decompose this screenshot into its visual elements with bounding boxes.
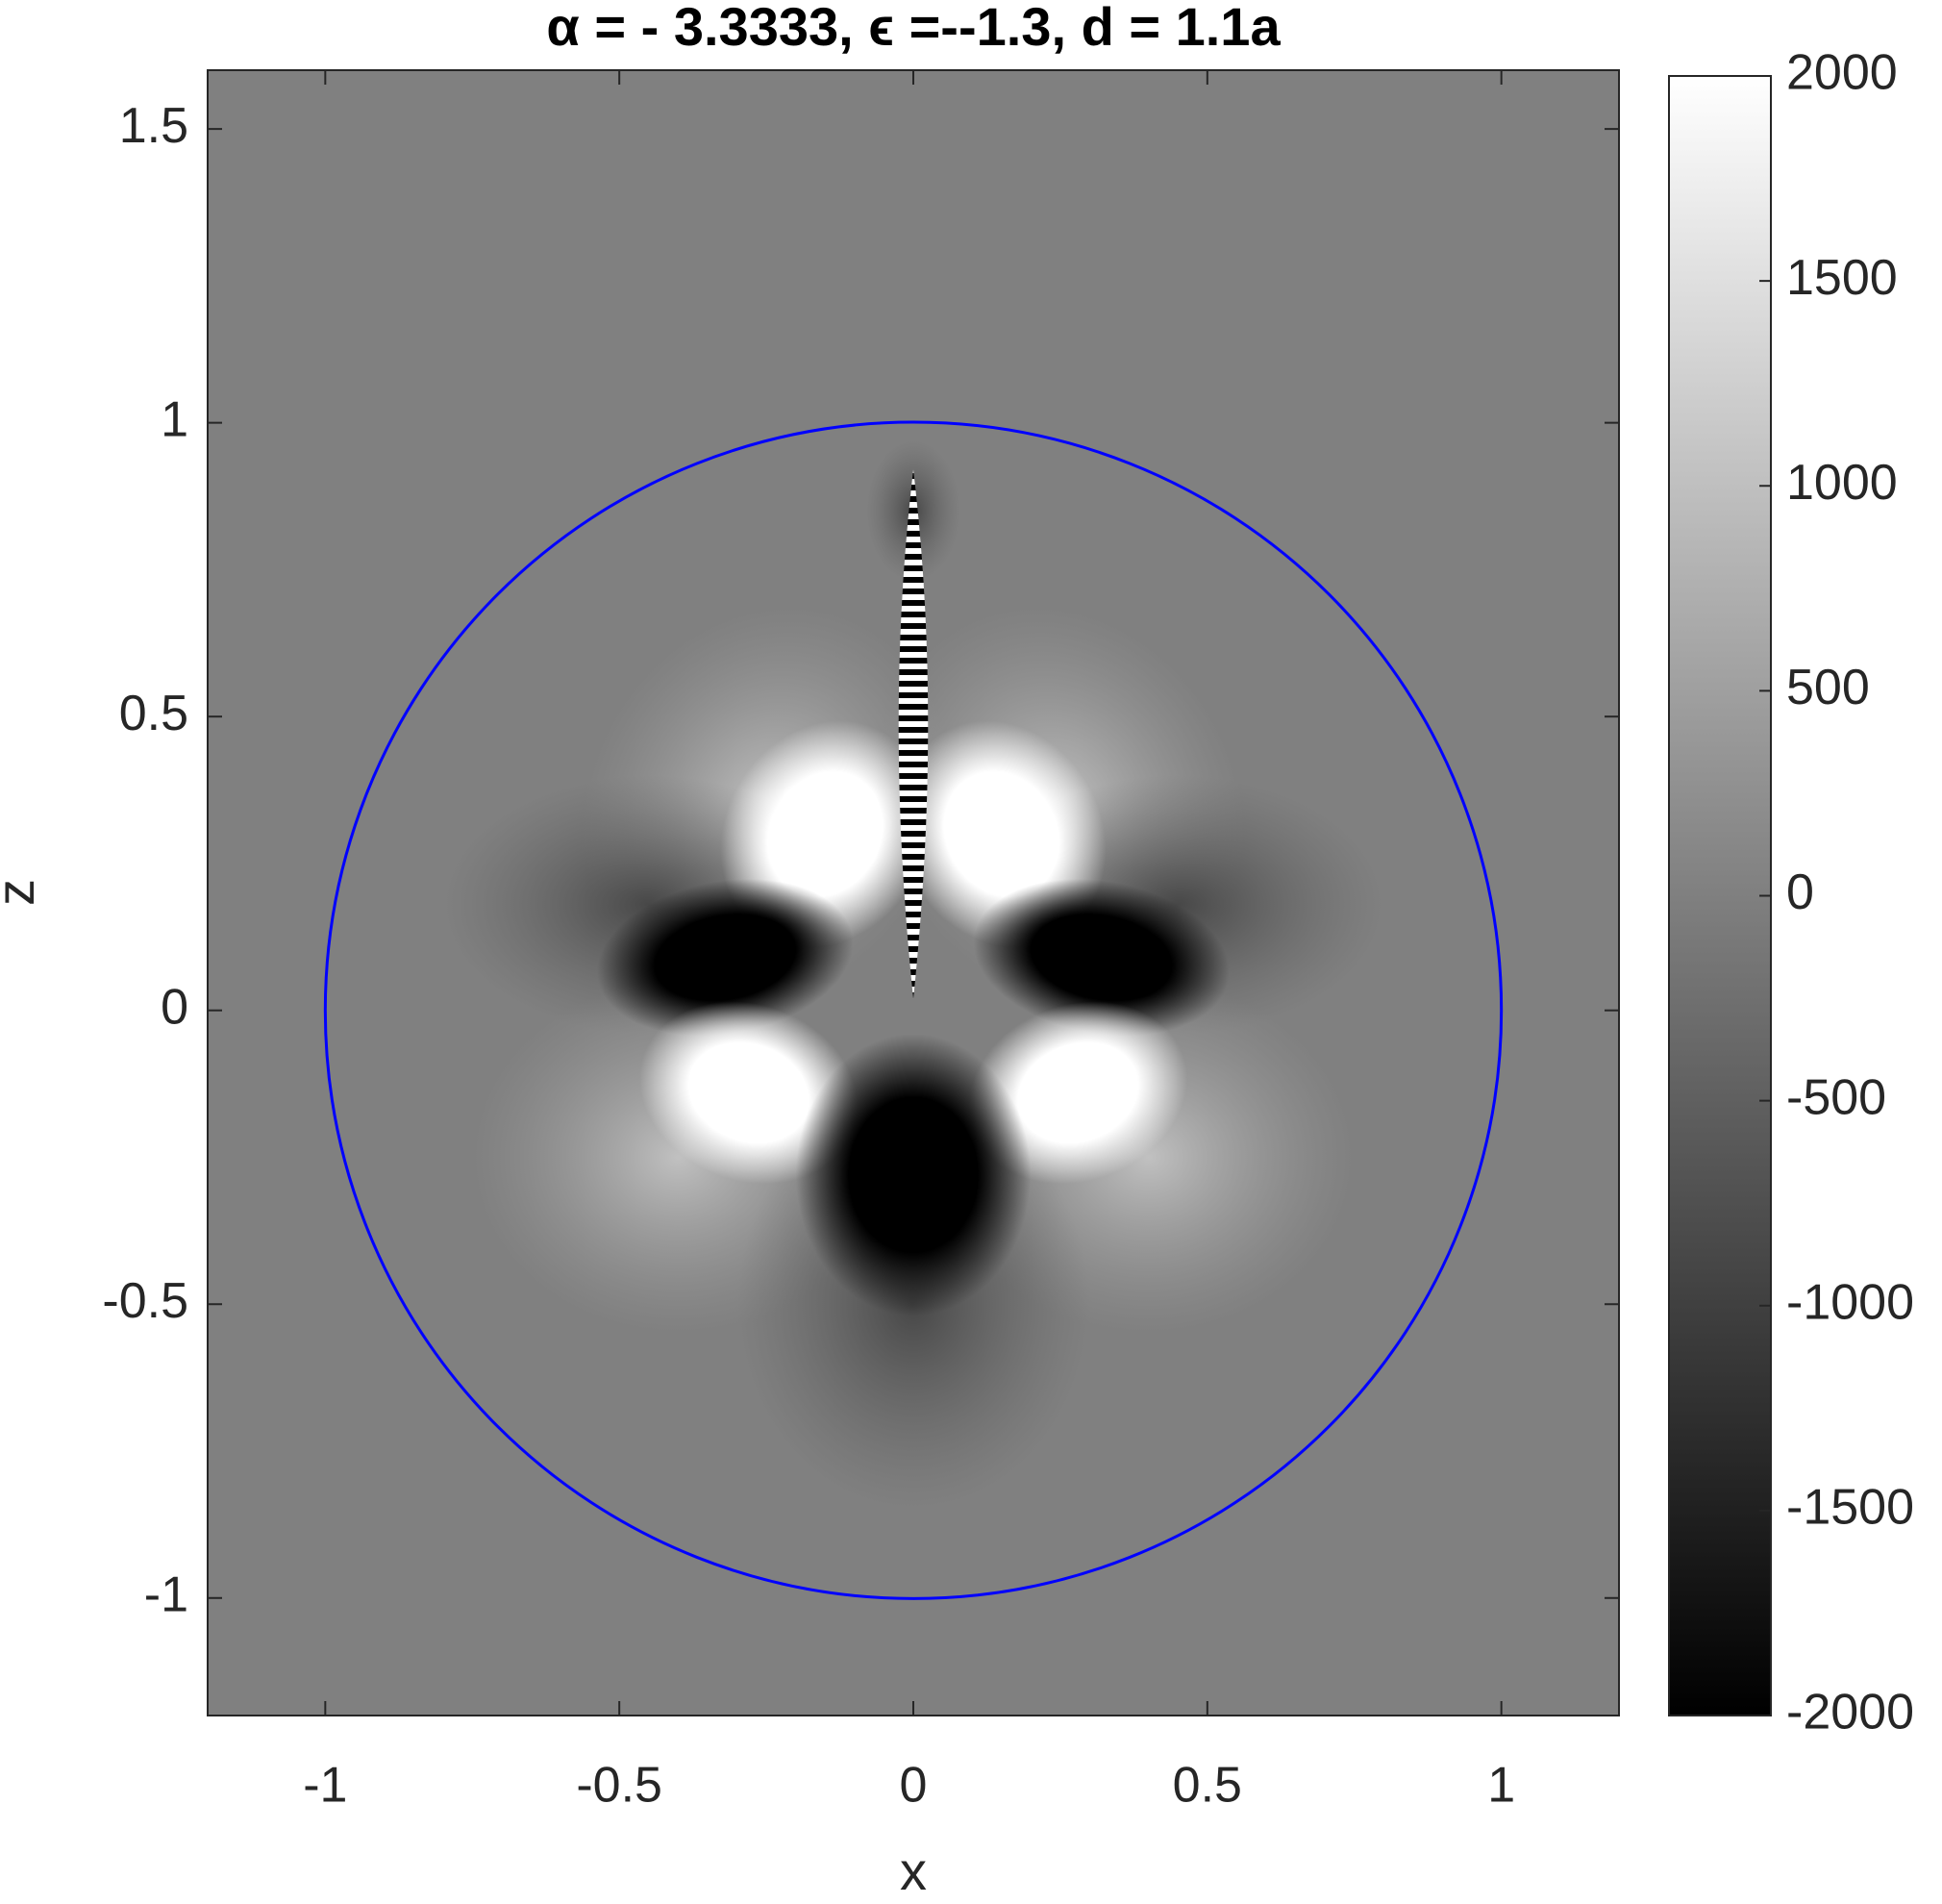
y-tick-label: 1.5 [119, 98, 188, 154]
chart-title: α = - 3.3333, ϵ =--1.3, d = 1.1a [546, 0, 1281, 57]
colorbar-tick-label: -2000 [1786, 1685, 1914, 1741]
colorbar-tick-label: -1000 [1786, 1274, 1914, 1330]
colorbar-tick-label: -500 [1786, 1069, 1886, 1125]
field-spindle [898, 469, 929, 999]
colorbar-tick-label: 0 [1786, 864, 1814, 920]
y-tick-label: 1 [161, 391, 188, 447]
colorbar [1668, 75, 1772, 1716]
x-tick-label: 0.5 [1173, 1758, 1242, 1814]
colorbar-tick-label: -1500 [1786, 1480, 1914, 1536]
x-tick-label: 0 [900, 1758, 928, 1814]
y-tick-label: 0 [161, 979, 188, 1035]
colorbar-tick-label: 2000 [1786, 45, 1898, 101]
x-tick-label: -0.5 [576, 1758, 662, 1814]
x-tick-label: -1 [303, 1758, 347, 1814]
field-lobe [597, 879, 854, 1037]
colorbar-tick-label: 1000 [1786, 455, 1898, 511]
y-tick-label: -1 [144, 1567, 188, 1623]
colorbar-tick-label: 1500 [1786, 250, 1898, 306]
field-lobe [795, 1034, 1032, 1316]
colorbar-tick-label: 500 [1786, 660, 1870, 715]
y-axis-label: z [0, 879, 45, 906]
y-tick-label: -0.5 [102, 1273, 188, 1329]
x-tick-label: 1 [1487, 1758, 1515, 1814]
field [323, 420, 1504, 1600]
y-tick-label: 0.5 [119, 686, 188, 741]
boundary-circle [323, 420, 1504, 1600]
field-lobe [973, 879, 1230, 1037]
x-axis-label: x [900, 1841, 927, 1899]
